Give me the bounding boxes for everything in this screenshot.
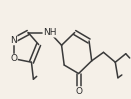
Text: N: N [10,36,17,45]
Text: NH: NH [43,28,57,37]
Text: O: O [10,54,17,63]
Text: O: O [75,87,82,96]
